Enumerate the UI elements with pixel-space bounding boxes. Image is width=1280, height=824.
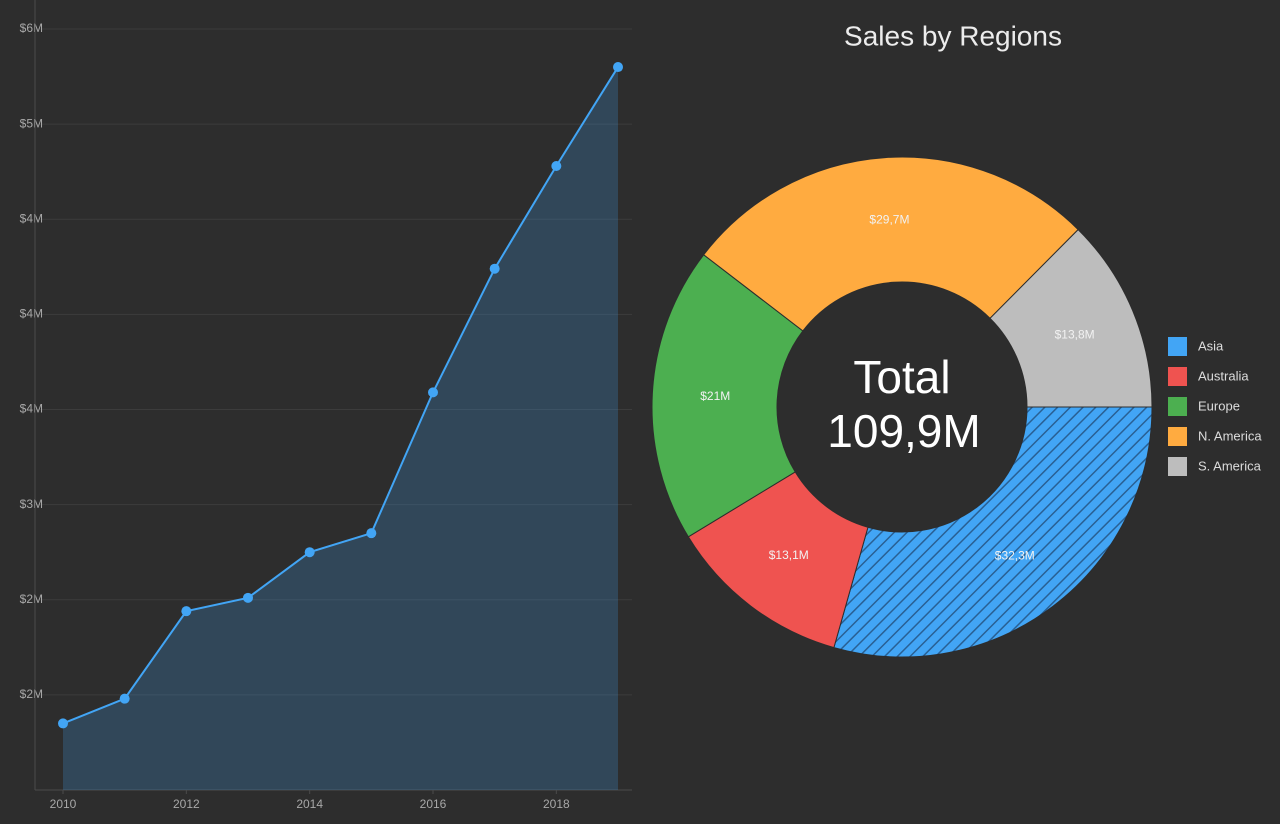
chart-title: Sales by Regions (844, 20, 1062, 51)
legend-label: Europe (1198, 398, 1240, 413)
value-label: $13,1M (769, 548, 809, 562)
center-title: Total (853, 351, 950, 403)
point (489, 263, 500, 274)
x-tick-label: 2010 (50, 797, 77, 811)
y-tick-label: $4M (20, 307, 43, 321)
x-tick-label: 2016 (420, 797, 447, 811)
legend-label: S. America (1198, 458, 1262, 473)
x-tick-label: 2018 (543, 797, 570, 811)
point (181, 606, 192, 617)
point (58, 718, 68, 729)
y-tick-label: $2M (20, 687, 43, 701)
y-tick-label: $2M (20, 592, 43, 606)
legend-swatch (1168, 397, 1187, 416)
legend-swatch (1168, 367, 1187, 386)
point (304, 547, 315, 558)
center-value: 109,9M (827, 405, 980, 457)
slice (989, 228, 1153, 408)
point (243, 592, 253, 603)
slice (651, 254, 804, 538)
x-tick-label: 2014 (296, 797, 323, 811)
y-tick-label: $4M (20, 402, 43, 416)
donut-chart: Sales by Regions $32,3M $13,1M $21M $29,7M $… (651, 20, 1262, 658)
value-label: $32,3M (995, 548, 1035, 562)
value-label: $13,8M (1055, 327, 1095, 341)
legend-label: Asia (1198, 338, 1224, 353)
line-chart: $2M $2M $3M $4M $4M $4M $5M $6M 2010 2012 2014 2016… (20, 0, 632, 811)
y-tick-label: $4M (20, 211, 43, 225)
y-tick-label: $5M (20, 116, 43, 130)
line (62, 66, 619, 725)
value-label: $29,7M (869, 213, 909, 227)
area (63, 67, 618, 791)
legend-swatch (1168, 457, 1187, 476)
slice (702, 156, 1079, 332)
point (428, 387, 438, 398)
slice-hatch (833, 407, 1152, 657)
value-label: $21M (700, 389, 730, 403)
legend-swatch (1168, 337, 1187, 356)
y-tick-label: $3M (20, 497, 43, 511)
point (366, 528, 377, 539)
point (119, 693, 130, 704)
y-tick-label: $6M (20, 21, 43, 35)
legend-label: Australia (1198, 368, 1249, 383)
legend-label: N. America (1198, 428, 1262, 443)
point (613, 62, 623, 73)
x-tick-label: 2012 (173, 797, 200, 811)
point (551, 160, 562, 171)
legend-swatch (1168, 427, 1187, 446)
